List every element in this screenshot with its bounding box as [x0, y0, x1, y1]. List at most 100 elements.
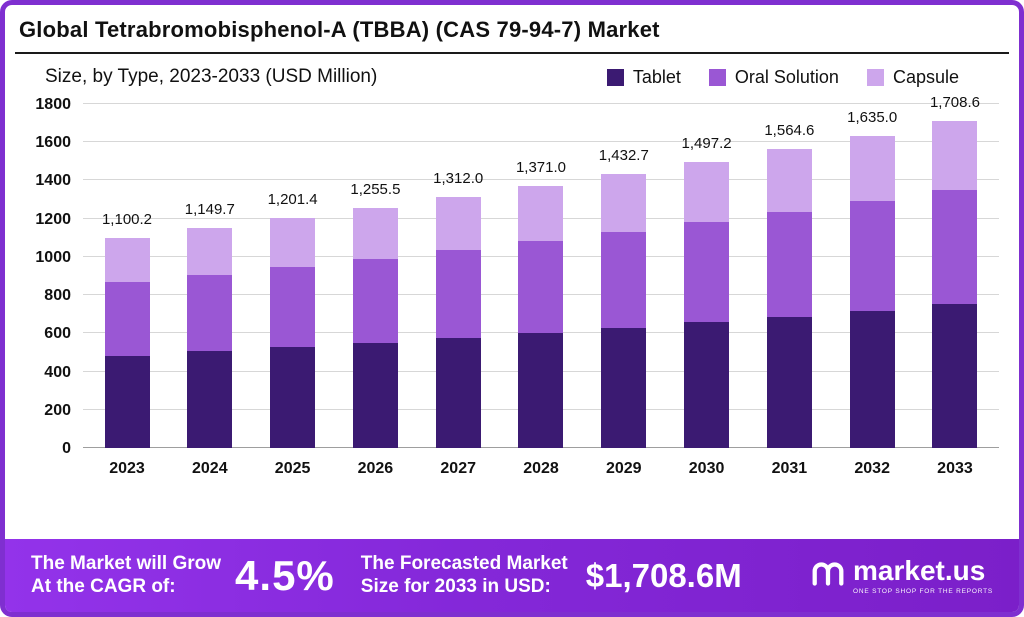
- market-us-logo-icon: [809, 554, 847, 597]
- bar-segment-capsule: [270, 218, 316, 267]
- x-axis-labels: 2023 2024 2025 2026 2027 2028 2029 2030 2031 2032…: [87, 460, 995, 478]
- bar-2030: 1,497.2: [667, 104, 747, 448]
- bar-segment-tablet: [518, 332, 564, 448]
- x-axis-label: 2031: [771, 460, 808, 477]
- bar-segment-tablet: [601, 327, 647, 448]
- brand-tagline: One Stop Shop For The Reports: [853, 587, 993, 595]
- bar-segment-oral-solution: [435, 250, 481, 338]
- legend-swatch-tablet: [606, 68, 624, 86]
- bar-segment-capsule: [601, 174, 647, 232]
- x-axis-label: 2023: [109, 460, 145, 477]
- bar-segment-oral-solution: [352, 258, 398, 343]
- stacked-bar-chart: 1,100.2 1,149.7 1,201.4 1,255.5 1,312.0 1,371…: [5, 94, 1019, 478]
- bar-total-label: 1,100.2: [101, 210, 153, 228]
- bar-segment-capsule: [684, 161, 730, 222]
- bar-segment-tablet: [270, 346, 316, 448]
- y-axis-tick-label: 1200: [35, 210, 71, 228]
- x-axis-label: 2032: [854, 460, 890, 477]
- bar-total-label: 1,497.2: [681, 134, 732, 152]
- bar-2029: 1,432.7: [584, 104, 664, 448]
- y-axis-tick-label: 1400: [35, 172, 71, 190]
- bar-2031: 1,564.6: [749, 104, 829, 448]
- legend-swatch-capsule: [866, 68, 884, 86]
- legend-label-tablet: Tablet: [632, 66, 681, 87]
- x-axis-label: 2029: [605, 460, 642, 477]
- bar-segment-capsule: [104, 237, 150, 282]
- bar-total-label: 1,201.4: [267, 191, 318, 209]
- x-axis-label: 2025: [274, 460, 311, 477]
- bar-2026: 1,255.5: [335, 104, 415, 448]
- bar-total-label: 1,635.0: [847, 108, 898, 126]
- x-axis-label: 2030: [688, 460, 725, 477]
- bar-segment-tablet: [932, 304, 978, 448]
- bar-2027: 1,312.0: [418, 104, 498, 448]
- plot-area: 1,100.2 1,149.7 1,201.4 1,255.5 1,312.0 1,371…: [35, 94, 999, 457]
- brand-name: market.us: [853, 554, 986, 586]
- y-axis-tick-label: 600: [44, 325, 71, 343]
- cagr-label-line1: The Market will Grow: [31, 552, 222, 574]
- bar-segment-oral-solution: [601, 231, 647, 328]
- bar-total-label: 1,255.5: [350, 181, 401, 199]
- bar-segment-capsule: [352, 208, 398, 259]
- bar-2028: 1,371.0: [501, 104, 581, 448]
- cagr-label-line2: At the CAGR of:: [31, 575, 176, 597]
- bar-segment-tablet: [352, 342, 398, 448]
- bar-segment-oral-solution: [684, 221, 730, 323]
- bar-segment-tablet: [187, 351, 233, 448]
- chart-legend: Tablet Oral Solution Capsule: [606, 66, 959, 88]
- subheader: Size, by Type, 2023-2033 (USD Million) T…: [45, 66, 959, 88]
- chart-subtitle: Size, by Type, 2023-2033 (USD Million): [45, 66, 378, 87]
- legend-label-oral-solution: Oral Solution: [734, 66, 839, 87]
- bars: 1,100.2 1,149.7 1,201.4 1,255.5 1,312.0 1,371…: [87, 94, 995, 448]
- bar-2025: 1,201.4: [253, 104, 333, 448]
- y-axis-tick-label: 200: [44, 401, 71, 419]
- gridline: [83, 141, 999, 143]
- bar-2024: 1,149.7: [170, 104, 250, 448]
- bar-segment-oral-solution: [766, 211, 812, 317]
- brand-text: market.us One Stop Shop For The Reports: [853, 554, 993, 595]
- bar-segment-oral-solution: [270, 266, 316, 347]
- y-axis-tick-label: 0: [62, 440, 71, 457]
- title-divider: [15, 52, 1009, 54]
- cagr-value: 4.5%: [235, 551, 335, 599]
- legend-swatch-oral-solution: [708, 68, 726, 86]
- y-axis-tick-label: 1800: [35, 96, 71, 113]
- bar-segment-oral-solution: [187, 274, 233, 352]
- page-title: Global Tetrabromobisphenol-A (TBBA) (CAS…: [19, 17, 660, 42]
- bar-total-label: 1,708.6: [929, 94, 980, 112]
- x-axis-label: 2027: [440, 460, 476, 477]
- gridline: [83, 103, 999, 104]
- market-us-brand: market.us One Stop Shop For The Reports: [809, 554, 993, 597]
- legend-item-capsule: Capsule: [866, 66, 959, 88]
- bar-segment-tablet: [849, 310, 895, 448]
- bar-segment-oral-solution: [104, 281, 150, 356]
- bar-segment-capsule: [435, 197, 481, 251]
- bar-total-label: 1,564.6: [764, 122, 815, 139]
- y-axis-tick-label: 1600: [35, 134, 71, 152]
- bar-total-label: 1,371.0: [515, 159, 566, 176]
- bar-total-label: 1,312.0: [433, 170, 484, 188]
- forecast-label-line2: Size for 2033 in USD:: [360, 575, 551, 597]
- bar-2023: 1,100.2: [87, 104, 167, 448]
- bar-segment-oral-solution: [518, 241, 564, 333]
- bar-segment-capsule: [849, 135, 895, 202]
- bar-2033: 1,708.6: [915, 94, 995, 448]
- legend-label-capsule: Capsule: [892, 66, 959, 87]
- bar-segment-capsule: [932, 121, 978, 191]
- x-axis-label: 2024: [192, 460, 228, 477]
- forecast-label: The Forecasted Market Size for 2033 in U…: [361, 553, 568, 599]
- legend-item-oral-solution: Oral Solution: [708, 66, 839, 88]
- x-axis-label: 2028: [523, 460, 559, 477]
- bar-total-label: 1,432.7: [598, 147, 649, 165]
- x-axis-label: 2026: [357, 460, 394, 477]
- y-axis-tick-label: 800: [44, 287, 71, 305]
- bar-segment-capsule: [518, 186, 564, 242]
- bar-2032: 1,635.0: [832, 104, 912, 448]
- forecast-value: $1,708.6M: [585, 556, 742, 594]
- legend-item-tablet: Tablet: [606, 66, 681, 88]
- bar-segment-tablet: [684, 322, 730, 448]
- bar-segment-tablet: [435, 337, 481, 448]
- bar-segment-capsule: [766, 149, 812, 212]
- y-axis-tick-label: 1000: [35, 248, 71, 266]
